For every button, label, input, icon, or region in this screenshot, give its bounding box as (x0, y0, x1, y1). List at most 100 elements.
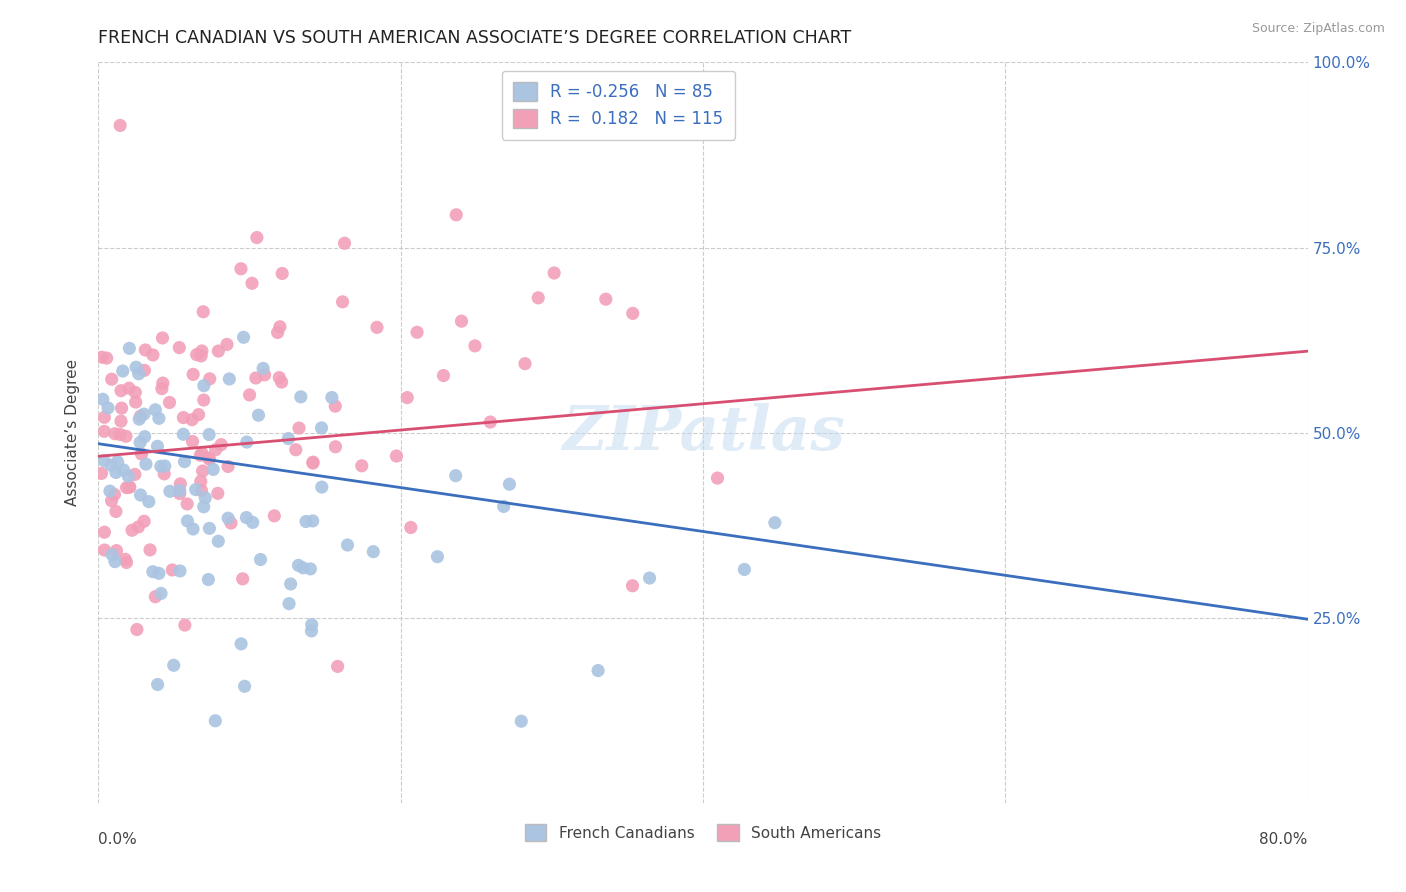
Point (288, 421, 311, 435)
Point (543, 266, 565, 280)
Point (159, 484, 181, 499)
Point (277, 432, 299, 446)
Text: 0.0%: 0.0% (98, 832, 138, 847)
Point (96, 351, 118, 365)
Point (104, 504, 127, 518)
Point (129, 409, 152, 423)
Point (110, 384, 132, 398)
Point (100, 458, 122, 473)
Point (219, 516, 242, 530)
Point (90, 467, 112, 481)
Point (232, 572, 254, 586)
Point (252, 361, 274, 376)
Point (426, 549, 449, 564)
Point (363, 544, 385, 558)
Point (190, 483, 212, 498)
Point (450, 314, 472, 328)
Point (172, 427, 194, 442)
Point (198, 452, 221, 467)
Y-axis label: Associate’s Degree: Associate’s Degree (65, 359, 80, 506)
Point (586, 664, 609, 678)
Point (513, 357, 536, 371)
Point (207, 534, 229, 549)
Point (181, 434, 204, 449)
Point (302, 455, 325, 469)
Point (291, 561, 314, 575)
Point (159, 395, 181, 409)
Point (153, 467, 176, 481)
Point (527, 291, 550, 305)
Point (299, 562, 322, 576)
Point (169, 341, 191, 355)
Point (169, 483, 191, 498)
Point (169, 486, 191, 500)
Point (269, 319, 291, 334)
Point (595, 292, 617, 306)
Point (217, 459, 239, 474)
Point (350, 458, 373, 473)
Point (107, 455, 129, 469)
Point (326, 659, 349, 673)
Point (184, 483, 207, 497)
Point (115, 556, 138, 570)
Point (197, 573, 219, 587)
Point (153, 458, 176, 473)
Point (162, 563, 184, 577)
Point (110, 414, 132, 428)
Point (311, 421, 333, 435)
Point (93, 425, 115, 439)
Point (163, 658, 186, 673)
Point (336, 538, 359, 552)
Point (190, 448, 212, 462)
Point (233, 679, 256, 693)
Point (110, 401, 132, 416)
Point (139, 542, 162, 557)
Point (118, 480, 141, 494)
Point (218, 372, 240, 386)
Point (270, 375, 292, 389)
Point (98, 484, 121, 499)
Point (638, 571, 661, 585)
Point (173, 618, 195, 632)
Point (127, 520, 149, 534)
Point (152, 331, 174, 345)
Point (105, 543, 128, 558)
Point (134, 514, 156, 528)
Point (93, 410, 115, 425)
Point (129, 435, 152, 450)
Point (186, 348, 208, 362)
Point (152, 376, 174, 390)
Point (142, 565, 165, 579)
Point (101, 548, 124, 562)
Point (621, 306, 644, 320)
Point (266, 326, 288, 340)
Point (193, 305, 215, 319)
Point (238, 388, 260, 402)
Point (432, 368, 454, 383)
Point (100, 493, 122, 508)
Point (492, 500, 515, 514)
Point (302, 456, 325, 470)
Point (191, 464, 214, 478)
Point (134, 363, 156, 377)
Point (198, 427, 221, 442)
Point (148, 566, 170, 581)
Point (295, 515, 318, 529)
Point (146, 677, 169, 691)
Point (253, 368, 276, 382)
Point (149, 459, 172, 474)
Point (104, 466, 127, 480)
Point (125, 395, 148, 409)
Point (498, 477, 520, 491)
Point (118, 480, 141, 494)
Point (172, 410, 194, 425)
Point (169, 564, 191, 578)
Point (124, 385, 146, 400)
Point (112, 463, 135, 477)
Point (193, 500, 215, 514)
Point (104, 555, 127, 569)
Point (148, 411, 170, 425)
Point (93, 453, 115, 467)
Point (142, 348, 165, 362)
Text: FRENCH CANADIAN VS SOUTH AMERICAN ASSOCIATE’S DEGREE CORRELATION CHART: FRENCH CANADIAN VS SOUTH AMERICAN ASSOCI… (98, 29, 852, 47)
